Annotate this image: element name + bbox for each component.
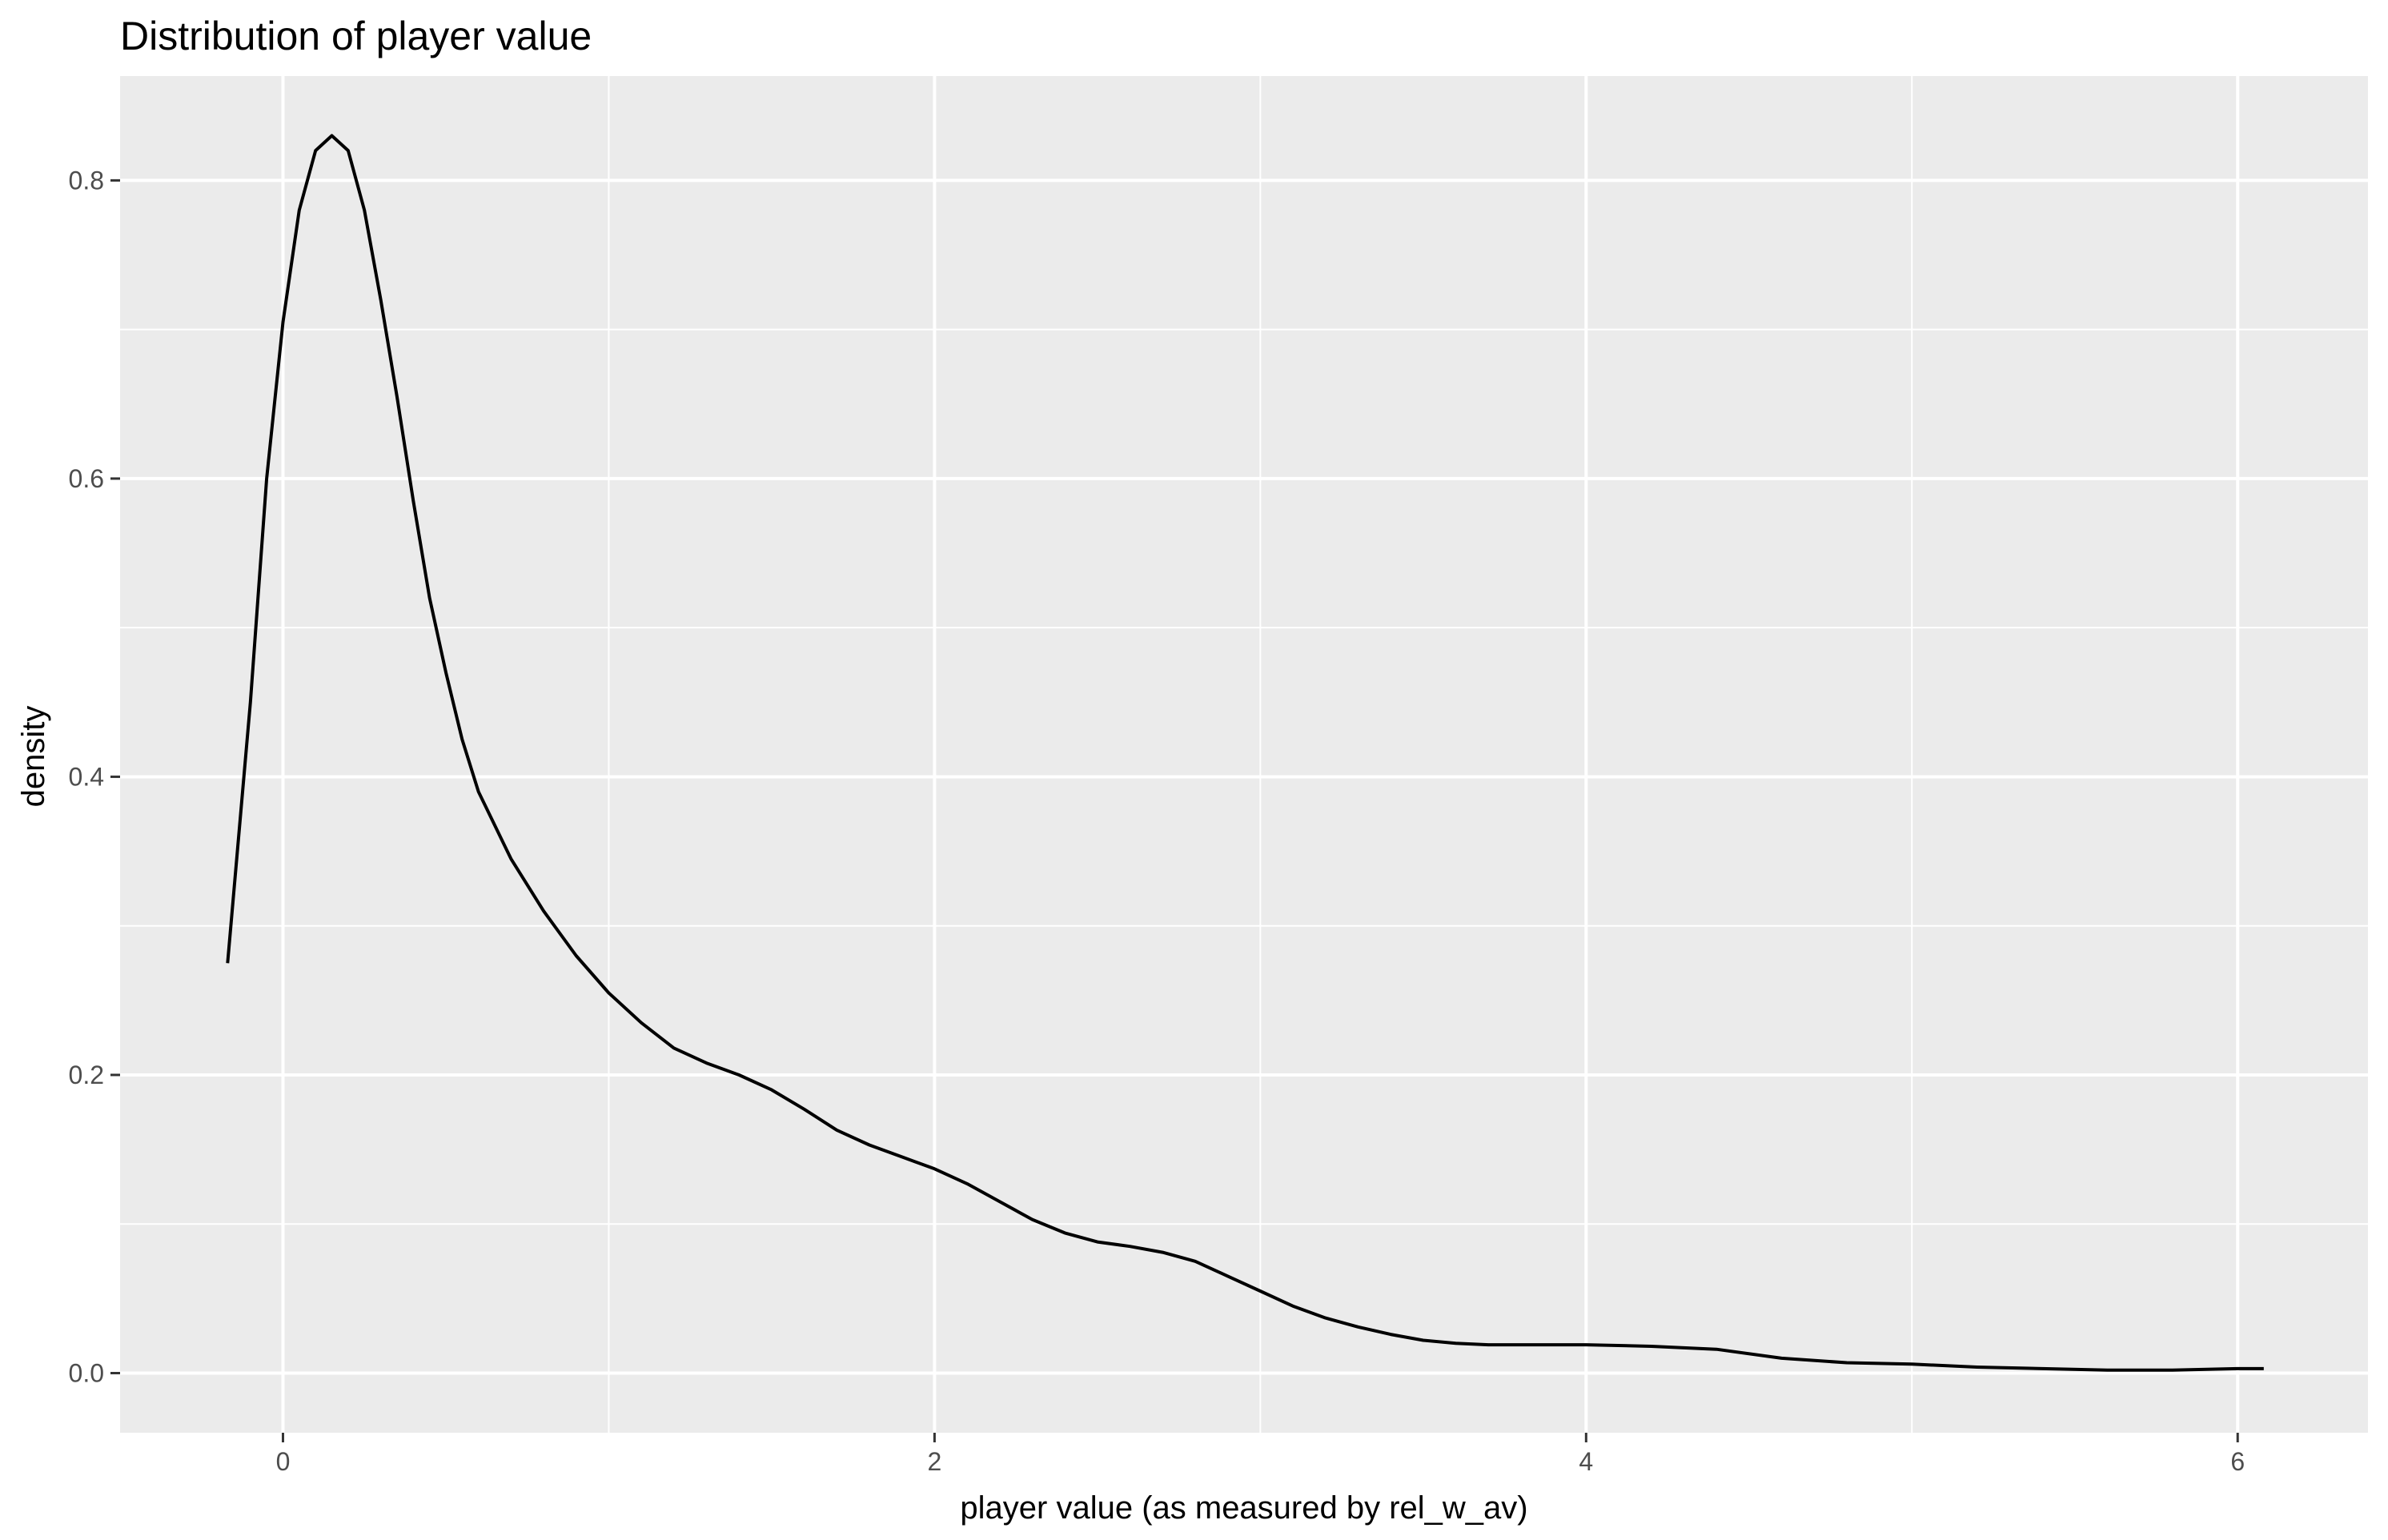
- x-tick-label: 0: [276, 1447, 291, 1476]
- major-gridlines: [120, 76, 2368, 1433]
- axis-tick-labels: 0 2 4 6 0.0 0.2 0.4 0.6 0.8: [69, 166, 2246, 1476]
- density-line: [226, 134, 2264, 1372]
- x-axis-title: player value (as measured by rel_w_av): [960, 1490, 1527, 1526]
- x-tick-label: 6: [2230, 1447, 2245, 1476]
- minor-gridlines: [120, 76, 2368, 1433]
- y-tick-label: 0.8: [69, 166, 104, 195]
- axis-ticks: [110, 178, 2239, 1442]
- y-tick-label: 0.2: [69, 1061, 104, 1089]
- density-series: [226, 134, 2264, 1372]
- y-tick-label: 0.6: [69, 464, 104, 493]
- chart-title: Distribution of player value: [120, 14, 592, 58]
- y-tick-label: 0.4: [69, 762, 104, 791]
- y-tick-label: 0.0: [69, 1358, 104, 1387]
- x-tick-label: 4: [1579, 1447, 1593, 1476]
- plot-panel: [120, 76, 2368, 1433]
- x-tick-label: 2: [927, 1447, 941, 1476]
- y-axis-title: density: [16, 706, 51, 808]
